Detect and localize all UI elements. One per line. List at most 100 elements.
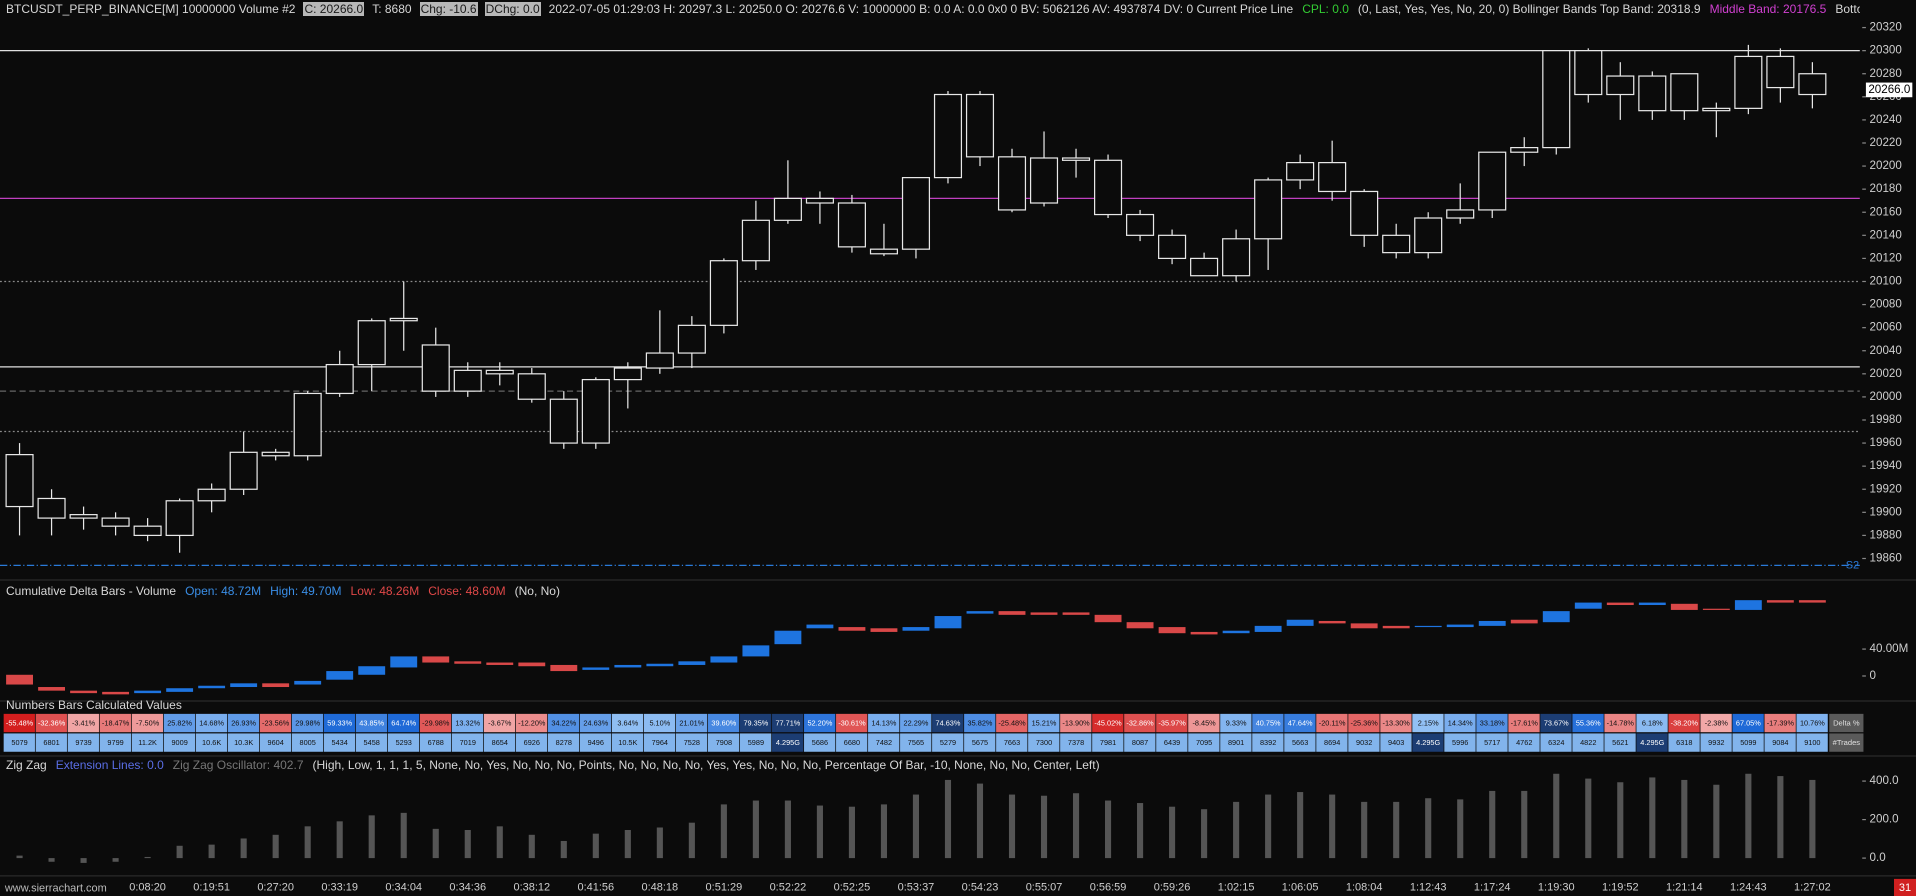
y-tick-label: 400.0 (1870, 774, 1899, 787)
y-tick-label: 20140 (1870, 228, 1902, 241)
candle-body (1702, 107, 1731, 112)
table-cell (451, 713, 484, 733)
candle-body (1542, 611, 1570, 623)
table-cell (99, 713, 131, 733)
candle-body (1061, 157, 1091, 161)
y-tick-label: 200.0 (1870, 813, 1899, 826)
bar (16, 855, 23, 859)
table-cell-text: 7565 (908, 738, 924, 747)
candle-body (134, 690, 162, 694)
candle-body (262, 683, 290, 688)
bar (528, 834, 535, 859)
candle-body (1094, 614, 1122, 623)
table-cell-text: 26.93% (231, 718, 256, 727)
table-cell-text: 13.32% (455, 718, 480, 727)
badge-label: 31 (1899, 882, 1911, 894)
table-cell (99, 733, 131, 752)
table-cell (772, 733, 804, 752)
table-cell (1252, 733, 1284, 752)
x-tick-label: 0:51:29 (706, 881, 743, 893)
table-cell (868, 733, 900, 752)
table-cell-text: 5717 (1484, 738, 1500, 747)
x-tick-label: 0:55:07 (1026, 881, 1063, 893)
bar (592, 833, 599, 859)
row-label-cell (1829, 733, 1864, 752)
candle-body (1414, 217, 1443, 254)
header-part: (High, Low, 1, 1, 1, 5, None, No, Yes, N… (312, 757, 1100, 772)
header-part: Extension Lines: 0.0 (55, 757, 164, 772)
bar (1201, 809, 1208, 859)
table-cell-text: 5079 (11, 738, 27, 747)
current-price-label: 20266.0 (1868, 83, 1910, 96)
table-cell (1540, 733, 1572, 752)
candle-body (1670, 73, 1699, 112)
table-cell-text: 6439 (1164, 738, 1180, 747)
table-cell-text: 6801 (43, 738, 59, 747)
y-tick-label: 20320 (1870, 21, 1902, 34)
candle-body (1734, 600, 1762, 610)
table-cell-text: 10.3K (234, 738, 253, 747)
table-cell-text: -55.48% (6, 718, 34, 727)
table-cell (996, 713, 1028, 733)
candle-body (261, 451, 290, 457)
candle-body (741, 219, 770, 262)
candle-body (1798, 600, 1826, 603)
candle-body (614, 664, 642, 668)
table-cell (35, 713, 67, 733)
table-cell-text: 9100 (1804, 738, 1820, 747)
x-tick-label: 0:38:12 (513, 881, 550, 893)
table-cell-text: 6680 (844, 738, 860, 747)
table-cell-text: 2.15% (1418, 718, 1439, 727)
table-cell (3, 713, 35, 733)
table-cell-text: 5989 (748, 738, 764, 747)
bar (112, 858, 119, 862)
table-cell-text: -32.36% (38, 718, 66, 727)
table-cell-text: 21.01% (679, 718, 704, 727)
table-cell-text: 10.6K (202, 738, 221, 747)
bar (272, 834, 279, 859)
x-tick-label: 1:02:15 (1218, 881, 1255, 893)
y-tick-label: 20180 (1870, 182, 1902, 195)
candle-body (70, 690, 98, 694)
candle-body (1350, 190, 1379, 236)
candle-body (805, 197, 834, 204)
table-cell (1572, 713, 1604, 733)
table-cell-text: 74.63% (936, 718, 961, 727)
table-cell-text: 40.75% (1256, 718, 1281, 727)
bar (1008, 794, 1016, 859)
table-cell (643, 713, 676, 733)
candle-body (550, 664, 578, 672)
table-cell (1028, 733, 1060, 752)
candle-body (230, 683, 258, 688)
table-cell (163, 713, 196, 733)
table-cell (643, 733, 676, 752)
bar (1233, 801, 1240, 859)
table-cell-text: 22.29% (904, 718, 929, 727)
table-cell (355, 733, 388, 752)
bar (1169, 806, 1176, 859)
table-cell (1412, 713, 1444, 733)
table-cell (964, 713, 996, 733)
x-tick-label: 0:48:18 (642, 881, 679, 893)
candle-body (1606, 602, 1634, 606)
table-cell-text: 33.18% (1480, 718, 1505, 727)
table-cell (1156, 713, 1188, 733)
bar (400, 812, 407, 859)
candle-body (1318, 620, 1346, 624)
table-cell-text: 6318 (1676, 738, 1692, 747)
table-cell (1124, 713, 1156, 733)
current-price-box (1865, 82, 1913, 98)
bar (464, 829, 471, 859)
x-tick-label: 1:08:04 (1346, 881, 1383, 893)
table-cell-text: 5675 (972, 738, 988, 747)
table-cell (1540, 713, 1572, 733)
bar (48, 858, 55, 862)
table-cell-text: 9009 (171, 738, 187, 747)
x-tick-label: 0:19:51 (193, 881, 230, 893)
bar (1457, 799, 1464, 859)
header-part: BTCUSDT_PERP_BINANCE[M] 10000000 Volume … (6, 2, 296, 17)
table-cell-text: 79.35% (743, 718, 768, 727)
table-cell-text: 7095 (1196, 738, 1212, 747)
table-cell (259, 733, 292, 752)
candle-body (1478, 620, 1506, 626)
